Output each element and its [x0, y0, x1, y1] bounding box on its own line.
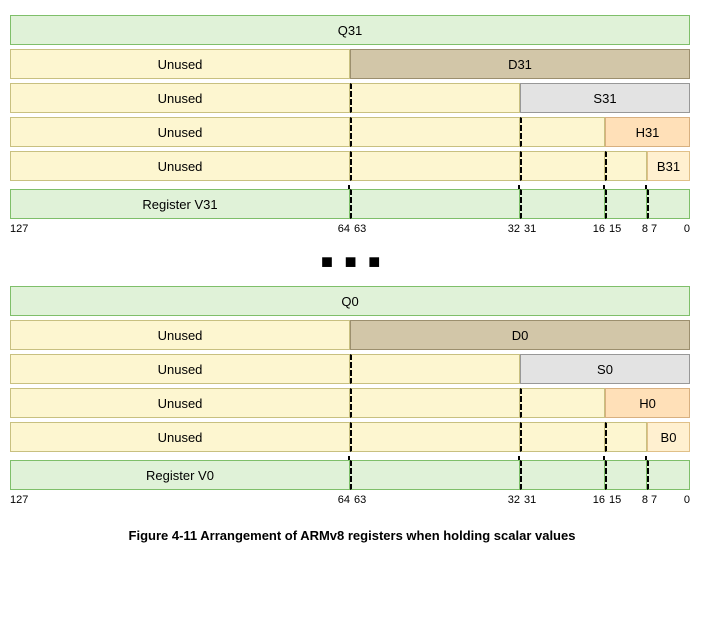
cell-empty	[647, 460, 690, 490]
bit-label-63: 63	[354, 494, 366, 506]
cell-empty	[350, 189, 520, 219]
bit-label-0: 0	[684, 223, 690, 235]
cell-empty	[520, 388, 605, 418]
cell-empty	[605, 151, 647, 181]
register-row-q: Q0	[10, 286, 690, 316]
cell-empty	[605, 460, 647, 490]
bit-label-64: 64	[338, 494, 350, 506]
cell-unused: Unused	[10, 49, 350, 79]
diagram-container: Q31UnusedD31UnusedS31UnusedH31UnusedB31R…	[10, 15, 694, 543]
cell-empty	[520, 422, 605, 452]
bit-label-127: 127	[10, 223, 28, 235]
cell-empty	[350, 83, 520, 113]
register-row-v: Register V0	[10, 460, 690, 490]
cell-unused: Unused	[10, 354, 350, 384]
register-row-h: Unused H0	[10, 388, 690, 418]
cell-unused: Unused	[10, 422, 350, 452]
cell-empty	[520, 460, 605, 490]
bit-label-32: 32	[508, 223, 520, 235]
cell-empty	[647, 189, 690, 219]
bit-label-16: 16	[593, 223, 605, 235]
cell-register-v31: Register V31	[10, 189, 350, 219]
bit-label-127: 127	[10, 494, 28, 506]
bit-label-8: 8	[642, 223, 648, 235]
cell-s31: S31	[520, 83, 690, 113]
bit-label-7: 7	[651, 223, 657, 235]
cell-q31: Q31	[10, 15, 690, 45]
cell-s0: S0	[520, 354, 690, 384]
cell-empty	[520, 151, 605, 181]
bit-label-15: 15	[609, 494, 621, 506]
cell-empty	[605, 189, 647, 219]
bit-labels: 127 64 63 32 31 16 15 87 0	[10, 223, 690, 239]
cell-empty	[520, 117, 605, 147]
register-row-d: UnusedD31	[10, 49, 690, 79]
register-row-b: Unused B0	[10, 422, 690, 452]
register-row-s: Unused S0	[10, 354, 690, 384]
cell-empty	[350, 117, 520, 147]
cell-unused: Unused	[10, 388, 350, 418]
bit-label-16: 16	[593, 494, 605, 506]
cell-empty	[350, 388, 520, 418]
bit-label-32: 32	[508, 494, 520, 506]
bit-label-63: 63	[354, 223, 366, 235]
cell-h31: H31	[605, 117, 690, 147]
cell-empty	[350, 151, 520, 181]
cell-register-v0: Register V0	[10, 460, 350, 490]
ellipsis: ■ ■ ■	[10, 251, 694, 274]
bit-label-0: 0	[684, 494, 690, 506]
cell-unused: Unused	[10, 151, 350, 181]
bit-label-15: 15	[609, 223, 621, 235]
cell-unused: Unused	[10, 83, 350, 113]
bit-label-8: 8	[642, 494, 648, 506]
cell-d0: D0	[350, 320, 690, 350]
register-row-d: UnusedD0	[10, 320, 690, 350]
register-row-q: Q31	[10, 15, 690, 45]
cell-q0: Q0	[10, 286, 690, 316]
figure-caption: Figure 4-11 Arrangement of ARMv8 registe…	[10, 528, 694, 543]
bit-label-7: 7	[651, 494, 657, 506]
cell-empty	[350, 354, 520, 384]
cell-empty	[350, 460, 520, 490]
register-block-0: Q31UnusedD31UnusedS31UnusedH31UnusedB31R…	[10, 15, 690, 239]
bit-label-31: 31	[524, 223, 536, 235]
register-row-v: Register V31	[10, 189, 690, 219]
cell-empty	[520, 189, 605, 219]
cell-empty	[350, 422, 520, 452]
register-row-h: Unused H31	[10, 117, 690, 147]
bit-labels: 127 64 63 32 31 16 15 87 0	[10, 494, 690, 510]
cell-empty	[605, 422, 647, 452]
cell-b31: B31	[647, 151, 690, 181]
bit-label-31: 31	[524, 494, 536, 506]
cell-b0: B0	[647, 422, 690, 452]
register-block-1: Q0UnusedD0UnusedS0UnusedH0UnusedB0Regist…	[10, 286, 690, 510]
cell-d31: D31	[350, 49, 690, 79]
register-row-b: Unused B31	[10, 151, 690, 181]
cell-unused: Unused	[10, 117, 350, 147]
register-row-s: Unused S31	[10, 83, 690, 113]
bit-label-64: 64	[338, 223, 350, 235]
cell-h0: H0	[605, 388, 690, 418]
cell-unused: Unused	[10, 320, 350, 350]
